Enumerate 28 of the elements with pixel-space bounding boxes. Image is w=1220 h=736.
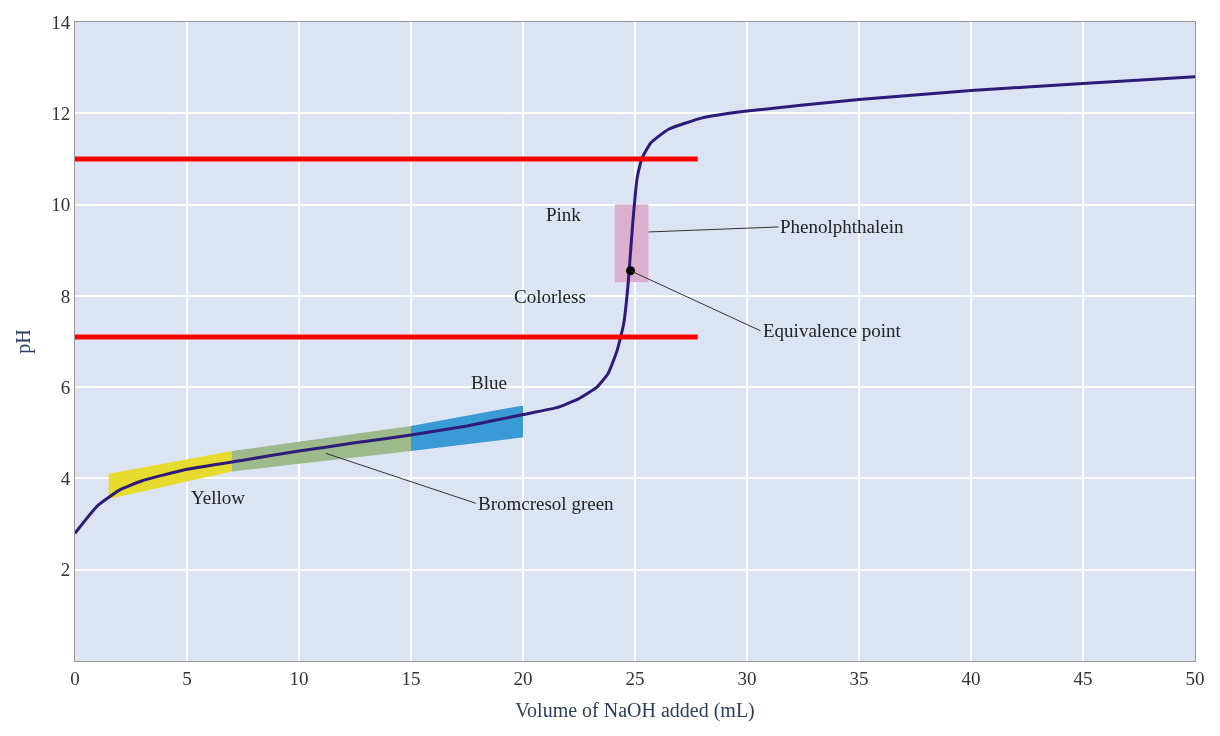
x-tick-label: 0: [70, 667, 80, 689]
x-tick-label: 20: [513, 667, 533, 689]
x-tick-label: 10: [289, 667, 309, 689]
x-tick-label: 25: [625, 667, 645, 689]
annotation: Phenolphthalein: [780, 216, 904, 237]
x-tick-label: 15: [401, 667, 421, 689]
x-tick-label: 30: [737, 667, 757, 689]
line-series: [75, 75, 1195, 535]
x-tick-label: 45: [1073, 667, 1093, 689]
x-tick-label: 35: [849, 667, 869, 689]
x-axis-title: Volume of NaOH added (mL): [515, 699, 755, 723]
annotation: Colorless: [514, 286, 586, 307]
y-tick-label: 2: [60, 559, 71, 581]
y-tick-label: 6: [60, 376, 71, 398]
y-tick-label: 4: [60, 468, 71, 490]
y-tick-label: 8: [60, 285, 71, 307]
annotation: Equivalence point: [763, 320, 902, 341]
y-tick-label: 10: [51, 194, 71, 216]
annotation: Bromcresol green: [478, 493, 615, 514]
x-tick-label: 40: [961, 667, 981, 689]
x-tick-label: 50: [1185, 667, 1205, 689]
annotation: Pink: [546, 204, 582, 225]
x-tick-label: 5: [182, 667, 192, 689]
y-axis-title: pH: [11, 329, 35, 354]
y-tick-label: 14: [51, 11, 71, 33]
y-tick-label: 12: [51, 102, 71, 124]
annotation: Blue: [471, 372, 507, 393]
annotation: Yellow: [191, 487, 246, 508]
